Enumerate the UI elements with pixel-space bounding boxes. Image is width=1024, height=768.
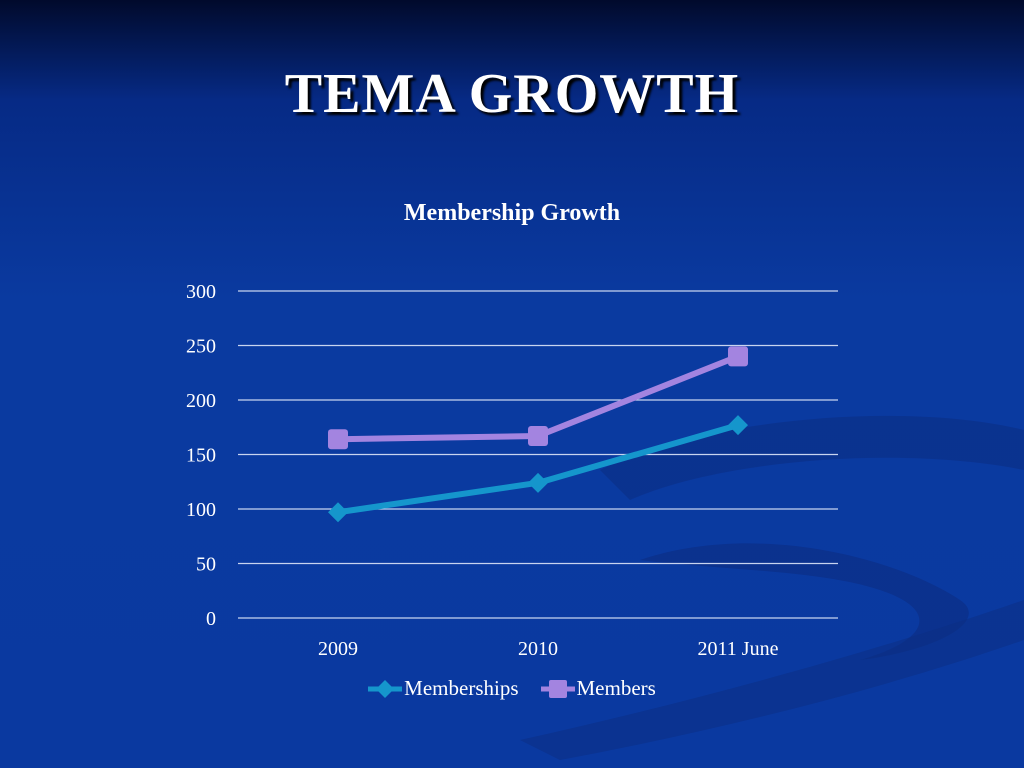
y-tick-label: 250 xyxy=(186,336,216,358)
x-tick-label: 2010 xyxy=(518,638,558,660)
legend-diamond-icon xyxy=(368,679,403,698)
x-tick-label: 2009 xyxy=(318,638,358,660)
data-point-memberships xyxy=(528,472,548,493)
legend-label-memberships: Memberships xyxy=(404,676,519,700)
y-tick-label: 200 xyxy=(186,390,216,412)
y-tick-label: 100 xyxy=(186,499,216,521)
x-tick-label: 2011 June xyxy=(698,638,779,660)
data-point-memberships xyxy=(728,415,748,436)
y-axis-tick-labels: 0 50 100 150 200 250 300 xyxy=(186,281,216,630)
chart-series xyxy=(328,346,748,523)
y-tick-label: 300 xyxy=(186,281,216,303)
chart-gridlines xyxy=(238,290,838,619)
data-point-members xyxy=(528,425,548,446)
data-point-members xyxy=(328,429,348,450)
legend-label-members: Members xyxy=(576,676,656,700)
data-point-memberships xyxy=(328,502,348,523)
y-tick-label: 0 xyxy=(206,608,216,630)
y-tick-label: 50 xyxy=(196,554,216,576)
legend-square-icon xyxy=(540,679,575,698)
y-tick-label: 150 xyxy=(186,445,216,467)
slide-title: TEMA GROWTH xyxy=(284,63,740,125)
x-axis-tick-labels: 2009 2010 2011 June xyxy=(318,638,779,660)
chart-title: Membership Growth xyxy=(403,200,621,226)
legend-item-memberships: Memberships xyxy=(368,676,519,701)
data-point-members xyxy=(728,346,748,367)
legend-item-members: Members xyxy=(540,676,656,701)
chart-legend: Memberships Members xyxy=(0,676,1024,701)
